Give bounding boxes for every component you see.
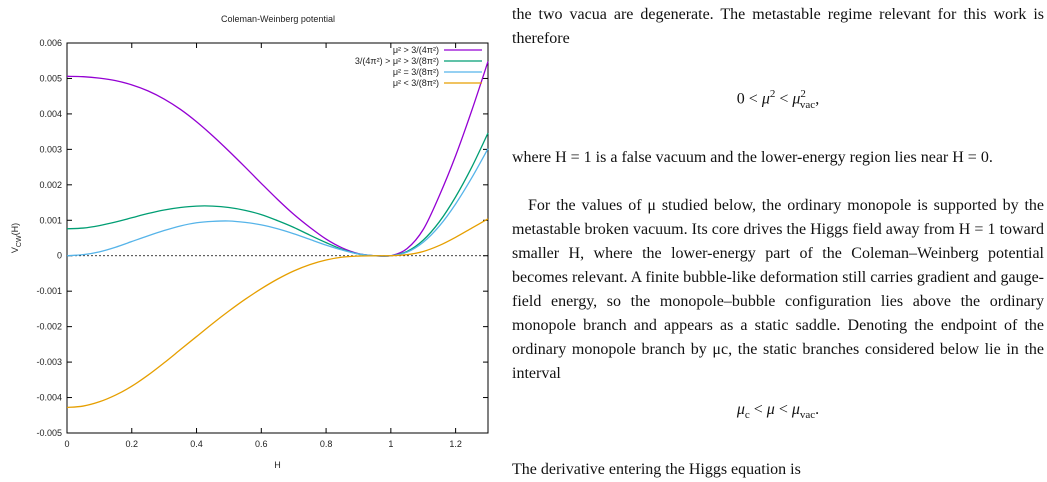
- series-line-4: [66, 218, 489, 409]
- y-tick-label: -0.002: [36, 322, 62, 332]
- plot-frame: [66, 42, 489, 434]
- y-tick-label: 0.005: [39, 73, 62, 83]
- y-tick-label: 0.003: [39, 144, 62, 154]
- x-tick-label: 0.4: [190, 439, 203, 449]
- x-tick-label: 0.6: [255, 439, 268, 449]
- y-tick-label: -0.003: [36, 357, 62, 367]
- chart: Coleman-Weinberg potential -0.005-0.004-…: [10, 14, 489, 470]
- y-tick-label: 0.001: [39, 215, 62, 225]
- y-tick-label: -0.001: [36, 286, 62, 296]
- y-tick-label: 0.004: [39, 109, 62, 119]
- legend-label-2: 3/(4π²) > μ² > 3/(8π²): [355, 56, 439, 66]
- figure: Coleman-Weinberg potential -0.005 -0.004-…: [0, 0, 500, 474]
- x-tick-label: 0.2: [126, 439, 139, 449]
- x-tick-label: 0: [64, 439, 69, 449]
- x-tick-label: 0.8: [320, 439, 333, 449]
- legend-label-4: μ² < 3/(8π²): [393, 78, 439, 88]
- series-line-1: [66, 61, 489, 257]
- legend-label-3: μ² = 3/(8π²): [393, 67, 439, 77]
- y-tick-label: 0.002: [39, 180, 62, 190]
- y-tick-label: 0: [57, 251, 62, 261]
- x-tick-label: 1.2: [449, 439, 462, 449]
- y-tick-label: 0.006: [39, 38, 62, 48]
- paragraph-false-vacuum: where H = 1 is a false vacuum and the lo…: [512, 149, 993, 166]
- paragraph-metastable-regime: the two vacua are degenerate. The metast…: [512, 6, 1044, 47]
- x-tick-label: 1: [388, 439, 393, 449]
- y-tick-label: -0.004: [36, 393, 62, 403]
- text-column: the two vacua are degenerate. The metast…: [512, 0, 1044, 478]
- chart-title: Coleman-Weinberg potential: [221, 14, 335, 24]
- series-line-2: [66, 132, 489, 257]
- x-axis-label: H: [274, 460, 281, 470]
- equation-vacuum-range: 0 < μ2 < μ2vac,: [736, 88, 820, 111]
- paragraph-monopole-bubble: For the values of μ studied below, the o…: [512, 197, 1044, 382]
- y-tick-label: -0.005: [36, 428, 62, 438]
- equation-mu-interval: μc < μ < μvac.: [736, 401, 820, 422]
- y-axis-label: VCW(H): [10, 223, 23, 253]
- paragraph-higgs-derivative: The derivative entering the Higgs equati…: [512, 461, 801, 478]
- series-line-3: [66, 148, 489, 257]
- legend-label-1: μ² > 3/(4π²): [393, 45, 439, 55]
- legend: μ² > 3/(4π²)3/(4π²) > μ² > 3/(8π²)μ² = 3…: [355, 45, 482, 88]
- plot-area: -0.005 -0.004 -0.003 -0.002 -0.001 0 0.001 0.00…: [36, 38, 489, 449]
